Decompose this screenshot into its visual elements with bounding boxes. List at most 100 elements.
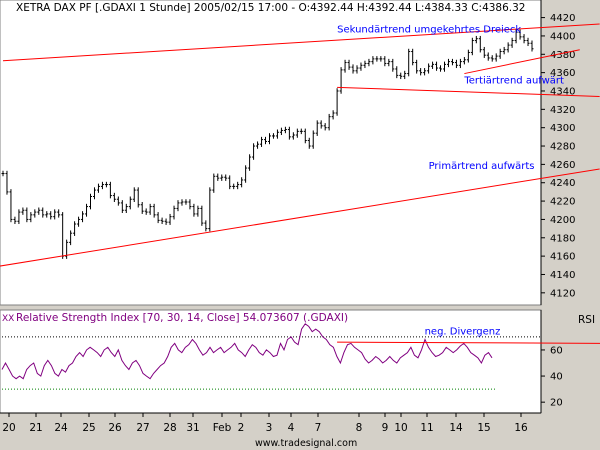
price-tick-label: 4180 xyxy=(550,233,575,244)
price-bar xyxy=(359,62,363,71)
price-annotation: Primärtrend aufwärts xyxy=(429,161,535,172)
price-bar xyxy=(13,216,17,225)
price-bar xyxy=(323,123,327,131)
price-bar xyxy=(490,55,494,62)
price-bar xyxy=(343,59,347,73)
price-bar xyxy=(299,128,303,135)
x-tick-label: 11 xyxy=(420,422,433,434)
price-tick-label: 4360 xyxy=(550,68,575,79)
price-annotation: Tertiärtrend aufwärt xyxy=(463,76,564,87)
x-tick-label: 28 xyxy=(163,422,176,434)
price-bar xyxy=(466,49,470,63)
price-trendline xyxy=(464,49,580,75)
price-bar xyxy=(514,29,518,44)
x-tick-label: 25 xyxy=(82,422,95,434)
x-tick-label: 10 xyxy=(394,422,407,434)
price-bar xyxy=(224,174,228,181)
price-bar xyxy=(168,213,172,225)
price-bar xyxy=(371,56,375,65)
price-bar xyxy=(89,193,93,210)
price-tick-label: 4240 xyxy=(550,178,575,189)
rsi-header: ⅩⅩ Relative Strength Index [70, 30, 14, … xyxy=(2,312,595,326)
price-bar xyxy=(236,181,240,190)
price-bar xyxy=(256,141,260,149)
price-tick-label: 4280 xyxy=(550,142,575,153)
price-bar xyxy=(470,37,474,56)
price-bar xyxy=(5,170,9,195)
price-bar xyxy=(482,46,486,58)
price-bar xyxy=(307,137,311,149)
price-bar xyxy=(164,218,168,225)
price-bar xyxy=(69,230,73,246)
x-tick-label: 26 xyxy=(108,422,122,434)
price-bar xyxy=(53,209,57,220)
price-panel xyxy=(0,0,542,306)
price-bar xyxy=(204,220,208,232)
price-bar xyxy=(128,196,132,210)
price-bar xyxy=(73,221,77,236)
price-bar xyxy=(212,173,216,193)
price-bar xyxy=(216,173,220,181)
price-bar xyxy=(387,58,391,67)
price-bar xyxy=(462,57,466,65)
footer-credit: www.tradesignal.com xyxy=(255,438,357,449)
price-bar xyxy=(160,217,164,225)
price-bar xyxy=(383,56,387,67)
price-bar xyxy=(45,211,49,218)
price-bar xyxy=(248,154,252,171)
price-bar xyxy=(319,120,323,129)
price-bar xyxy=(196,205,200,217)
price-bar xyxy=(295,128,299,138)
x-tick-label: 21 xyxy=(29,422,42,434)
price-bar xyxy=(446,58,450,68)
rsi-trendline xyxy=(337,341,600,344)
price-bar xyxy=(208,187,212,232)
price-bar xyxy=(450,58,454,66)
price-bar xyxy=(311,130,315,149)
price-bar xyxy=(116,196,120,206)
rsi-title: Relative Strength Index [70, 30, 14, Clo… xyxy=(16,312,348,324)
price-bar xyxy=(192,203,196,217)
price-bar xyxy=(522,34,526,44)
price-bar xyxy=(331,110,335,120)
price-bar xyxy=(25,207,29,223)
price-bar xyxy=(1,170,5,177)
price-bar xyxy=(240,177,244,188)
price-bar xyxy=(510,37,514,48)
price-bar xyxy=(275,129,279,139)
price-bar xyxy=(264,136,268,145)
price-bar xyxy=(124,203,128,214)
rsi-series xyxy=(1,323,493,380)
price-bar xyxy=(17,209,21,225)
price-bar xyxy=(260,136,264,147)
price-trendlines xyxy=(0,23,600,267)
price-bar xyxy=(100,181,104,190)
price-bar xyxy=(232,183,236,190)
price-bar xyxy=(33,209,37,218)
price-bar xyxy=(152,203,156,218)
price-bar xyxy=(228,175,232,190)
price-bar xyxy=(347,59,351,70)
price-bar xyxy=(37,207,41,215)
price-bar xyxy=(244,165,248,183)
price-bar xyxy=(271,133,275,139)
price-bar xyxy=(184,199,188,205)
price-annotations: Sekundärtrend umgekehrtes Dreieck Tertiär… xyxy=(337,24,564,172)
price-bar xyxy=(407,48,411,77)
price-bar xyxy=(363,60,367,69)
price-bar xyxy=(526,37,530,47)
price-bar xyxy=(518,29,522,40)
price-axis-panel xyxy=(541,0,600,305)
price-bar xyxy=(267,133,271,145)
price-bar xyxy=(220,174,224,181)
price-bar xyxy=(411,48,415,66)
rsi-tick-label: 20 xyxy=(550,398,563,409)
price-bar xyxy=(431,61,435,69)
price-tick-label: 4340 xyxy=(550,86,575,97)
price-bar xyxy=(108,181,112,199)
chart-title: XETRA DAX PF [.GDAXI 1 Stunde] 2005/02/1… xyxy=(16,2,526,14)
price-bar xyxy=(351,64,355,74)
price-bar xyxy=(399,72,403,80)
price-bar xyxy=(180,199,184,206)
